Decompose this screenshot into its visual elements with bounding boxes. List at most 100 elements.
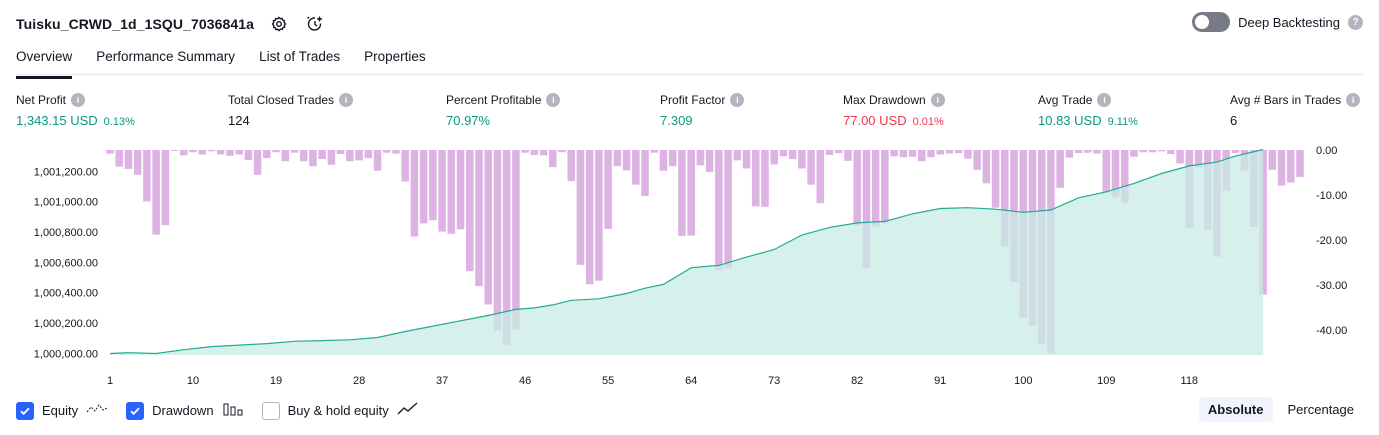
drawdown-bar <box>668 150 677 167</box>
drawdown-bar <box>742 150 751 169</box>
drawdown-bar <box>447 150 456 234</box>
metric-label-avg-bars: Avg # Bars in Trades i <box>1230 93 1361 107</box>
total-closed-trades-value: 124 <box>228 113 250 128</box>
net-profit-label: Net Profit <box>16 93 67 107</box>
buy-hold-checkbox[interactable] <box>261 401 280 420</box>
drawdown-bar <box>263 150 271 159</box>
avg-bars-info-icon[interactable]: i <box>1346 93 1361 107</box>
net-profit-info-icon[interactable]: i <box>71 93 86 107</box>
drawdown-bar <box>881 150 889 224</box>
drawdown-checkbox[interactable] <box>126 401 145 420</box>
drawdown-bar <box>272 150 280 153</box>
legend-buy-hold[interactable]: Buy & hold equity <box>261 401 419 420</box>
legend-equity[interactable]: Equity <box>16 401 108 420</box>
metric-percent-profitable: Percent Profitable i 70.97% <box>446 93 561 128</box>
equity-checkbox[interactable] <box>16 401 34 420</box>
y-right-tick-label: -30.00 <box>1316 280 1347 292</box>
y-left-tick-label: 1,000,600.00 <box>34 257 98 269</box>
drawdown-bar <box>899 150 908 158</box>
tab-performance-summary[interactable]: Performance Summary <box>96 49 236 64</box>
y-right-tick-label: -10.00 <box>1316 190 1347 202</box>
drawdown-bar <box>189 150 197 153</box>
y-left-tick-label: 1,000,000.00 <box>34 349 98 361</box>
check-icon <box>130 407 140 415</box>
drawdown-bar <box>558 150 566 153</box>
drawdown-bar <box>641 150 649 196</box>
drawdown-bar <box>1139 150 1147 153</box>
drawdown-bar <box>807 150 815 185</box>
drawdown-bar <box>945 150 954 154</box>
max-drawdown-label: Max Drawdown <box>843 93 926 107</box>
drawdown-bar <box>1102 150 1111 193</box>
drawdown-bar <box>456 150 465 230</box>
drawdown-bar <box>161 150 170 226</box>
drawdown-bar <box>733 150 742 161</box>
drawdown-bar <box>576 150 585 265</box>
metric-net-profit: Net Profit i 1,343.15 USD 0.13% <box>16 93 135 128</box>
deep-backtesting-help-icon[interactable]: ? <box>1348 14 1363 30</box>
deep-backtesting-toggle[interactable] <box>1192 12 1231 32</box>
y-right-tick-label: -40.00 <box>1316 325 1347 337</box>
x-tick-label: 109 <box>1097 375 1115 387</box>
x-tick-label: 55 <box>602 375 614 387</box>
chart-legend: Equity Drawdown Buy & hold equity <box>16 401 419 420</box>
drawdown-bar <box>327 150 336 165</box>
drawdown-bar <box>133 150 142 175</box>
tab-list-of-trades[interactable]: List of Trades <box>259 49 341 64</box>
drawdown-bar <box>816 150 825 204</box>
drawdown-bar <box>502 150 511 346</box>
drawdown-bar <box>364 150 373 159</box>
report-tabs: Overview Performance Summary List of Tra… <box>16 46 1363 79</box>
drawdown-bar <box>954 150 963 154</box>
x-tick-label: 1 <box>107 375 113 387</box>
absolute-button[interactable]: Absolute <box>1198 397 1273 422</box>
tab-overview[interactable]: Overview <box>16 46 73 79</box>
tab-properties[interactable]: Properties <box>364 49 426 64</box>
settings-gear-icon[interactable] <box>268 13 290 35</box>
chart-canvas: 1,000,000.00 1,000,200.00 1,000,400.00 1,00… <box>34 145 1347 387</box>
drawdown-bar <box>549 150 557 168</box>
drawdown-bar <box>770 150 778 165</box>
metrics-row: Net Profit i 1,343.15 USD 0.13% Total Clo… <box>0 93 1379 133</box>
drawdown-bar <box>493 150 502 331</box>
drawdown-bar <box>918 150 926 162</box>
total-closed-trades-info-icon[interactable]: i <box>339 93 354 107</box>
drawdown-bar <box>309 150 317 167</box>
x-tick-label: 19 <box>270 375 282 387</box>
metric-avg-bars: Avg # Bars in Trades i 6 <box>1230 93 1361 128</box>
legend-drawdown[interactable]: Drawdown <box>126 401 243 420</box>
drawdown-bar <box>1148 150 1157 153</box>
drawdown-bar <box>530 150 539 155</box>
max-drawdown-info-icon[interactable]: i <box>930 93 945 107</box>
avg-bars-value: 6 <box>1230 113 1238 128</box>
drawdown-bar <box>964 150 972 159</box>
drawdown-bar <box>299 150 308 162</box>
drawdown-bar <box>336 150 345 155</box>
drawdown-bar <box>632 150 640 185</box>
add-alert-clock-icon[interactable] <box>304 13 326 35</box>
drawdown-bar <box>604 150 612 229</box>
drawdown-bar <box>1167 150 1175 155</box>
drawdown-bar <box>715 150 723 271</box>
percent-profitable-info-icon[interactable]: i <box>546 93 561 107</box>
metric-label-percent-profitable: Percent Profitable i <box>446 93 561 107</box>
equity-label: Equity <box>42 403 79 418</box>
drawdown-bar <box>1130 150 1138 157</box>
drawdown-bar <box>244 150 253 160</box>
equity-drawdown-chart[interactable]: 1,000,000.00 1,000,200.00 1,000,400.00 1,00… <box>0 140 1379 390</box>
avg-trade-info-icon[interactable]: i <box>1097 93 1112 107</box>
drawdown-bar <box>180 150 188 156</box>
drawdown-bar <box>475 150 483 287</box>
drawdown-bar <box>751 150 760 207</box>
deep-backtesting-label: Deep Backtesting <box>1238 14 1340 30</box>
x-tick-label: 64 <box>685 375 697 387</box>
y-left-tick-label: 1,000,200.00 <box>34 318 98 330</box>
drawdown-bar <box>465 150 474 272</box>
drawdown-bar <box>798 150 806 169</box>
strategy-title: Tuisku_CRWD_1d_1SQU_7036841a <box>16 16 255 32</box>
x-tick-label: 28 <box>353 375 365 387</box>
drawdown-bar <box>696 150 705 166</box>
x-tick-label: 46 <box>519 375 531 387</box>
profit-factor-info-icon[interactable]: i <box>730 93 745 107</box>
percentage-button[interactable]: Percentage <box>1287 402 1355 417</box>
